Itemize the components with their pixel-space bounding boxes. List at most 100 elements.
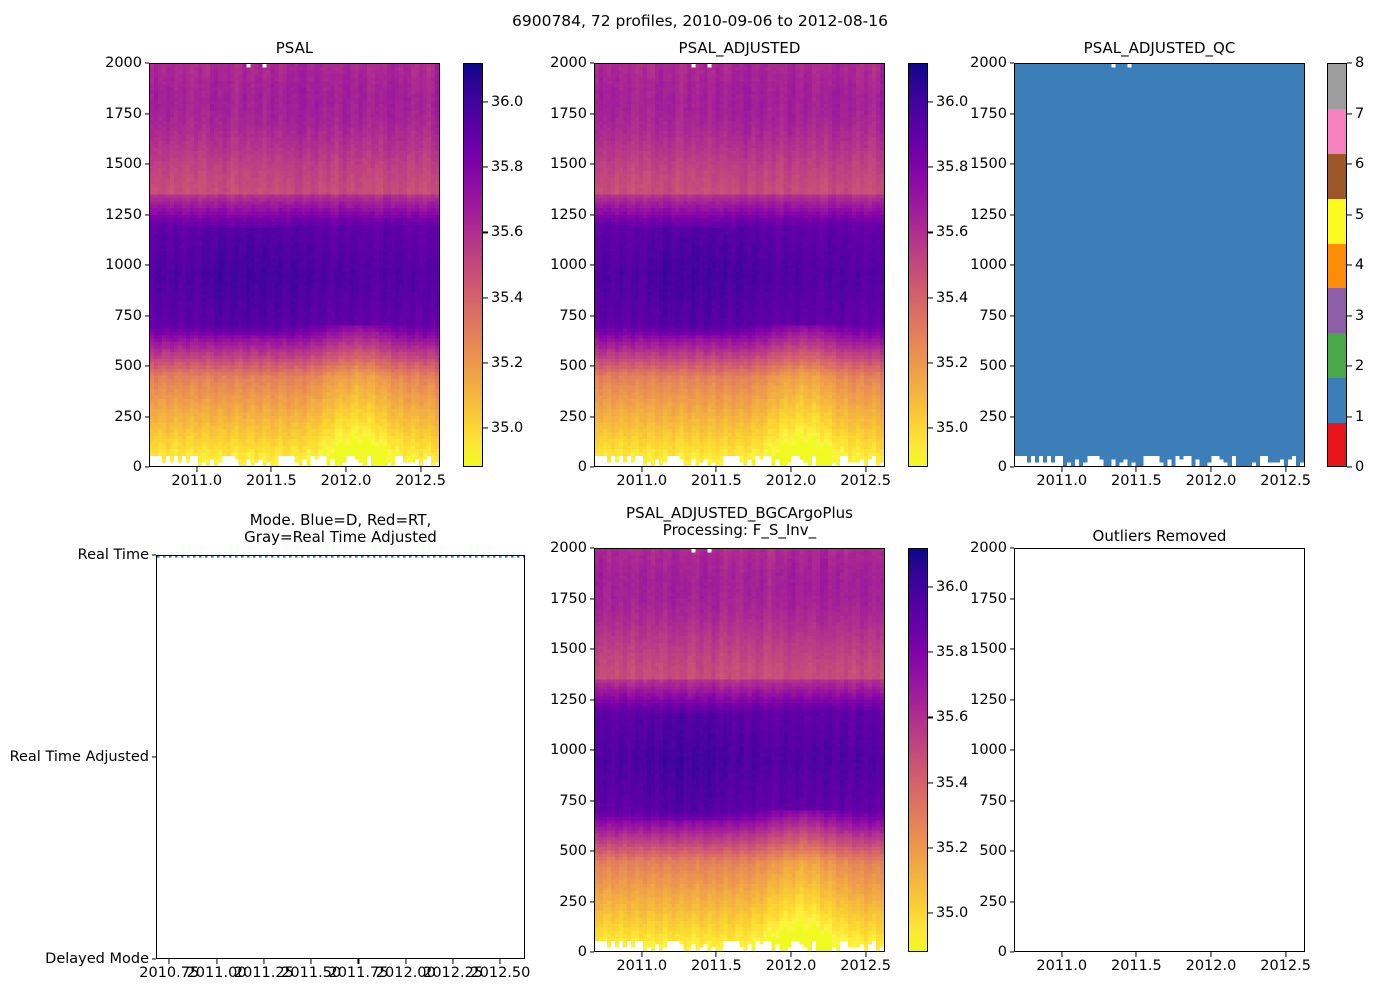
colorbar-tick-label-psal_adjusted_bgcargoplus-0: 35.0 (936, 904, 969, 921)
colorbar-tick-mark-psal_adjusted_qc-5 (1347, 213, 1352, 216)
colorbar-tick-mark-psal-2 (483, 297, 488, 299)
colorbar-tick-label-psal_adjusted_qc-6: 6 (1355, 156, 1365, 172)
colorbar-tick-label-psal_adjusted_qc-4: 4 (1355, 257, 1365, 273)
xtick-label-psal-3: 2012.5 (395, 473, 446, 489)
xtick-mark-outliers_removed-2 (1210, 952, 1212, 957)
colorbar-tick-mark-psal_adjusted-5 (928, 101, 933, 103)
xtick-label-psal_adjusted_qc-1: 2011.5 (1110, 473, 1162, 489)
ytick-label-psal-5: 1250 (105, 206, 142, 223)
xtick-mark-mode-2 (263, 959, 265, 964)
ytick-label-psal-0: 0 (132, 459, 142, 475)
colorbar-tick-label-psal-5: 36.0 (491, 94, 524, 111)
colorbar-segment-qc-1 (1328, 378, 1346, 424)
xtick-label-outliers_removed-3: 2012.5 (1260, 958, 1311, 974)
colorbar-gradient-psal_adjusted_qc (1328, 64, 1346, 466)
colorbar-tick-label-psal_adjusted_bgcargoplus-3: 35.6 (936, 709, 969, 726)
panel-title-outliers_removed: Outliers Removed (1092, 527, 1227, 545)
xtick-label-psal_adjusted-2: 2012.0 (765, 473, 817, 489)
colorbar-tick-label-psal_adjusted_bgcargoplus-4: 35.8 (936, 644, 969, 661)
ytick-label-mode-1: Real Time Adjusted (9, 749, 149, 765)
xtick-mark-mode-5 (405, 959, 407, 964)
ytick-label-psal-6: 1500 (105, 156, 142, 172)
xtick-mark-psal_adjusted_qc-2 (1210, 467, 1212, 472)
xtick-label-mode-4: 2011.75 (328, 965, 389, 981)
colorbar-tick-label-psal_adjusted_bgcargoplus-1: 35.2 (936, 839, 969, 856)
colorbar-tick-label-psal-2: 35.4 (491, 289, 524, 306)
colorbar-tick-label-psal_adjusted_qc-1: 1 (1355, 408, 1365, 425)
panel-title-psal_adjusted_qc: PSAL_ADJUSTED_QC (1083, 39, 1236, 57)
colorbar-tick-mark-psal-5 (483, 101, 488, 103)
colorbar-tick-label-psal_adjusted_qc-5: 5 (1355, 206, 1365, 223)
xtick-mark-psal_adjusted_bgcargoplus-0 (641, 952, 643, 957)
colorbar-tick-mark-psal_adjusted_qc-0 (1347, 466, 1352, 468)
colorbar-segment-qc-6 (1328, 153, 1346, 200)
xtick-label-psal_adjusted_qc-2: 2012.0 (1185, 473, 1237, 489)
colorbar-tick-mark-psal-1 (483, 362, 488, 364)
colorbar-gradient-psal_adjusted (909, 64, 927, 466)
ytick-label-psal-4: 1000 (105, 257, 142, 273)
colorbar-tick-label-psal_adjusted_qc-0: 0 (1355, 459, 1365, 475)
heatmap-canvas-psal_adjusted (595, 64, 884, 466)
xtick-label-outliers_removed-1: 2011.5 (1110, 958, 1162, 974)
xtick-label-outliers_removed-0: 2011.0 (1036, 958, 1088, 974)
xtick-label-psal_adjusted_bgcargoplus-1: 2011.5 (690, 958, 742, 974)
heatmap-canvas-psal_adjusted_bgcargoplus (595, 549, 884, 951)
xtick-mark-psal_adjusted-2 (790, 467, 792, 472)
xtick-mark-psal_adjusted_qc-1 (1135, 467, 1137, 472)
ytick-label-psal-3: 750 (114, 307, 142, 324)
ytick-label-psal-7: 1750 (105, 105, 142, 122)
colorbar-tick-mark-psal_adjusted_bgcargoplus-5 (928, 586, 933, 588)
colorbar-tick-mark-psal-0 (483, 427, 488, 429)
xtick-mark-mode-4 (357, 959, 360, 964)
heatmap-psal_adjusted_bgcargoplus (595, 549, 884, 951)
xtick-label-mode-3: 2011.50 (281, 965, 342, 981)
plot-area-psal_adjusted_bgcargoplus (594, 548, 885, 952)
colorbar-tick-mark-psal_adjusted_qc-7 (1347, 112, 1352, 115)
xtick-mark-psal-1 (270, 467, 272, 472)
colorbar-tick-label-psal_adjusted_qc-7: 7 (1355, 105, 1365, 122)
ytick-label-psal-2: 500 (114, 358, 142, 374)
colorbar-tick-label-psal_adjusted-2: 35.4 (936, 289, 969, 306)
colorbar-tick-label-psal_adjusted_bgcargoplus-2: 35.4 (936, 774, 969, 791)
xtick-mark-psal_adjusted_bgcargoplus-1 (715, 952, 717, 957)
colorbar-segment-qc-3 (1328, 288, 1346, 334)
colorbar-tick-mark-psal_adjusted_qc-6 (1347, 163, 1352, 165)
xtick-label-outliers_removed-2: 2012.0 (1185, 958, 1237, 974)
colorbar-tick-label-psal_adjusted_qc-2: 2 (1355, 358, 1365, 374)
colorbar-tick-label-psal-3: 35.6 (491, 224, 524, 241)
colorbar-segment-qc-2 (1328, 333, 1346, 379)
colorbar-tick-mark-psal_adjusted_bgcargoplus-2 (928, 782, 933, 784)
colorbar-tick-mark-psal_adjusted-0 (928, 427, 933, 429)
plot-area-psal (149, 63, 440, 467)
xtick-mark-mode-1 (216, 959, 218, 964)
xtick-mark-psal-2 (345, 467, 347, 472)
xtick-mark-mode-6 (452, 959, 454, 964)
colorbar-tick-mark-psal_adjusted_bgcargoplus-4 (928, 651, 933, 653)
xtick-mark-psal_adjusted-0 (641, 467, 643, 472)
xtick-label-mode-0: 2010.75 (139, 965, 200, 981)
xtick-label-psal_adjusted_qc-3: 2012.5 (1260, 473, 1311, 489)
plot-area-psal_adjusted (594, 63, 885, 467)
colorbar-tick-label-psal_adjusted-3: 35.6 (936, 224, 969, 241)
colorbar-segment-qc-4 (1328, 243, 1346, 289)
xtick-mark-psal_adjusted_qc-3 (1285, 467, 1287, 472)
xtick-mark-psal_adjusted-3 (865, 467, 867, 472)
mode-line-delayed-mode (157, 556, 524, 558)
heatmap-psal_adjusted (595, 64, 884, 466)
xtick-label-psal_adjusted_bgcargoplus-0: 2011.0 (616, 958, 668, 974)
panel-title-mode: Mode. Blue=D, Red=RT, Gray=Real Time Adj… (244, 511, 437, 547)
colorbar-tick-mark-psal_adjusted_qc-2 (1347, 365, 1352, 367)
colorbar-tick-label-psal-0: 35.0 (491, 419, 524, 436)
xtick-label-psal-0: 2011.0 (171, 473, 223, 489)
colorbar-tick-mark-psal_adjusted_bgcargoplus-3 (928, 716, 933, 718)
heatmap-psal (150, 64, 439, 466)
panel-title-psal: PSAL (275, 39, 314, 57)
panel-title-psal_adjusted_bgcargoplus: PSAL_ADJUSTED_BGCArgoPlus Processing: F_… (626, 504, 853, 540)
colorbar-tick-mark-psal-3 (483, 231, 488, 233)
colorbar-tick-label-psal-4: 35.8 (491, 159, 524, 176)
colorbar-tick-mark-psal_adjusted_qc-4 (1347, 264, 1352, 266)
xtick-mark-psal_adjusted_bgcargoplus-2 (790, 952, 792, 957)
xtick-label-mode-1: 2011.00 (186, 965, 247, 981)
xtick-mark-psal-0 (196, 467, 198, 472)
xtick-mark-mode-0 (168, 959, 170, 964)
